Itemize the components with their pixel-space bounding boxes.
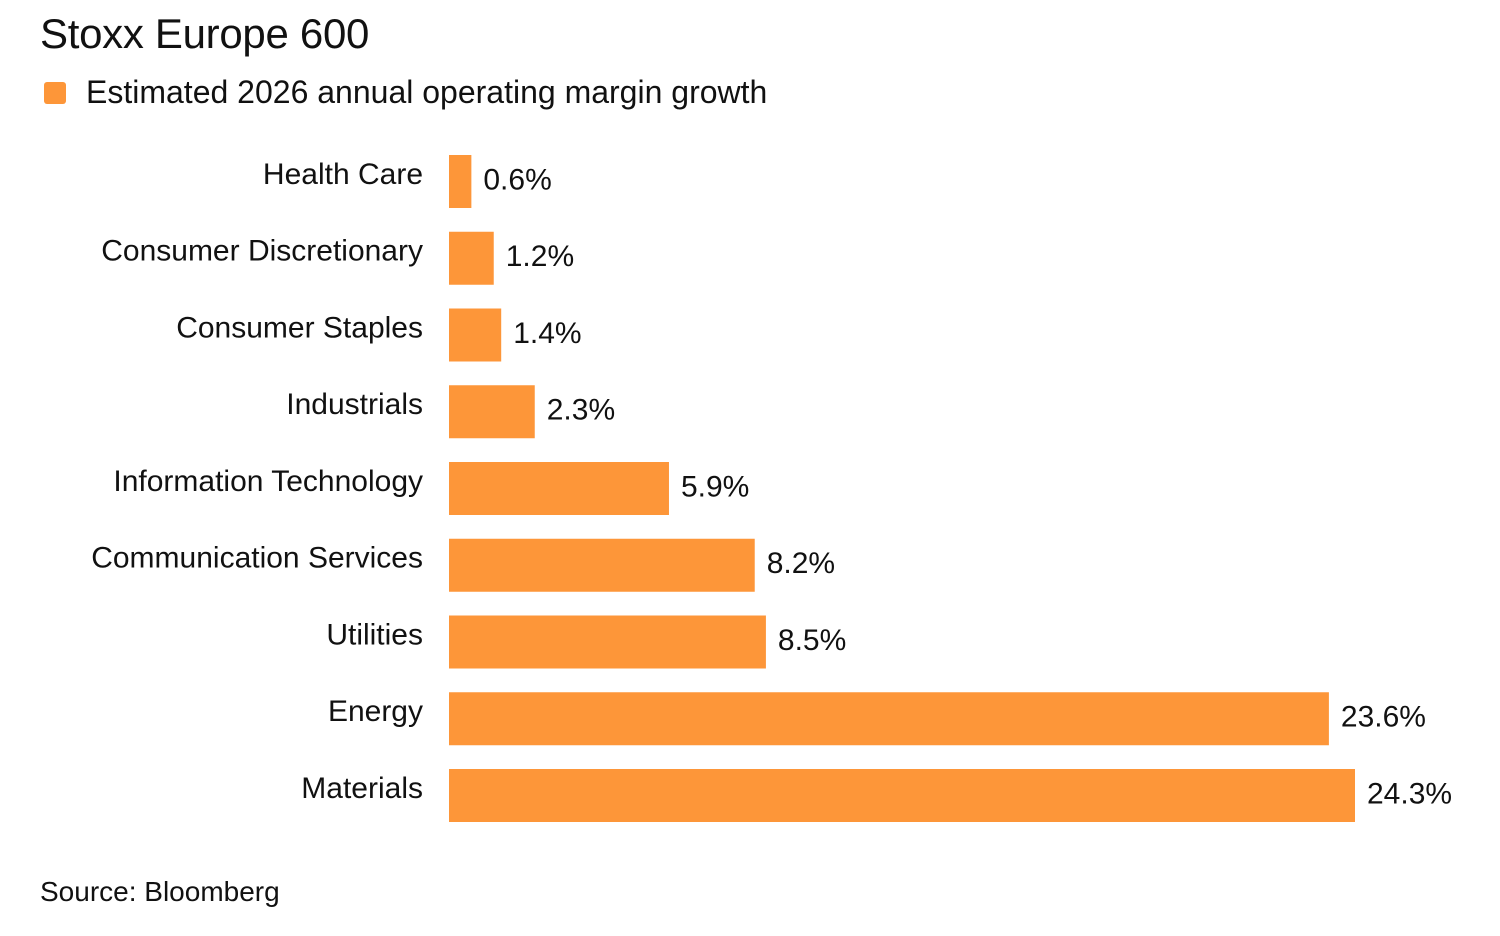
- bar: [449, 385, 535, 439]
- chart-title: Stoxx Europe 600: [40, 10, 370, 57]
- bar-row: Energy 23.6%: [328, 692, 1426, 746]
- bars-layer: Health Care 0.6% Consumer Discretionary 1.2…: [91, 155, 1452, 822]
- legend-label: Estimated 2026 annual operating margin g…: [86, 74, 768, 110]
- bar: [449, 538, 755, 592]
- bar-row: Health Care 0.6%: [263, 155, 552, 208]
- category-label: Energy: [328, 695, 423, 728]
- bar-row: Utilities 8.5%: [326, 615, 846, 669]
- value-label: 23.6%: [1341, 701, 1426, 734]
- source-note: Source: Bloomberg: [40, 876, 280, 907]
- bar: [449, 155, 472, 208]
- category-label: Consumer Staples: [176, 311, 423, 344]
- legend: Estimated 2026 annual operating margin g…: [44, 74, 767, 111]
- bar: [449, 769, 1355, 822]
- bar-row: Information Technology 5.9%: [113, 462, 749, 515]
- category-label: Communication Services: [91, 542, 423, 575]
- category-label: Materials: [301, 772, 423, 805]
- value-label: 5.9%: [681, 470, 749, 503]
- value-label: 8.5%: [778, 624, 846, 657]
- bar-row: Consumer Staples 1.4%: [176, 308, 582, 362]
- legend-swatch: [44, 81, 66, 104]
- value-label: 1.4%: [513, 317, 581, 350]
- category-label: Utilities: [326, 618, 423, 651]
- category-label: Health Care: [263, 158, 423, 191]
- value-label: 2.3%: [547, 394, 615, 427]
- value-label: 0.6%: [483, 163, 551, 196]
- bar: [449, 692, 1329, 746]
- value-label: 1.2%: [506, 240, 574, 273]
- category-label: Industrials: [286, 388, 423, 421]
- category-label: Information Technology: [113, 465, 423, 498]
- bar-row: Consumer Discretionary 1.2%: [101, 231, 574, 285]
- bar: [449, 308, 502, 362]
- bar: [449, 231, 494, 285]
- bar-row: Industrials 2.3%: [286, 385, 615, 439]
- bar: [449, 615, 766, 669]
- bar: [449, 462, 669, 515]
- value-label: 24.3%: [1367, 777, 1452, 810]
- bar-row: Materials 24.3%: [301, 769, 1452, 822]
- category-label: Consumer Discretionary: [101, 235, 423, 268]
- value-label: 8.2%: [767, 547, 835, 580]
- bar-row: Communication Services 8.2%: [91, 538, 835, 592]
